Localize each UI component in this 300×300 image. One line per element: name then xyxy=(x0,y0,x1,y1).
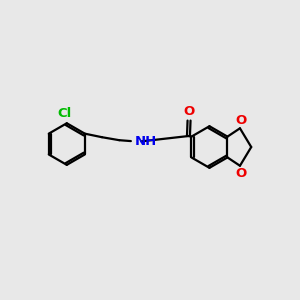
Text: O: O xyxy=(236,114,247,127)
Text: Cl: Cl xyxy=(57,107,71,120)
Text: O: O xyxy=(236,167,247,180)
Text: O: O xyxy=(183,105,195,118)
Text: NH: NH xyxy=(135,135,157,148)
